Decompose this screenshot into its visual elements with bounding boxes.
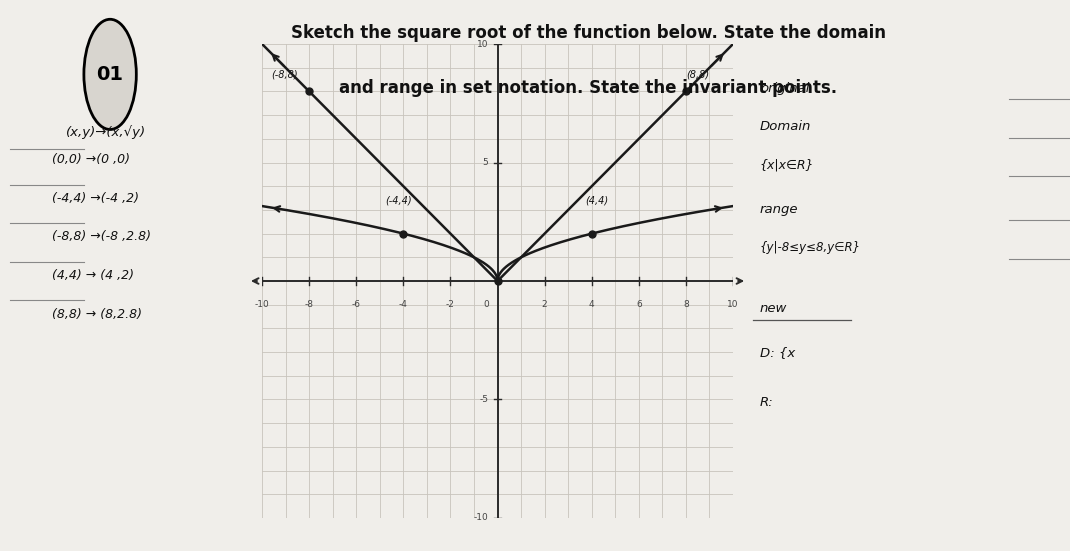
Text: -10: -10 [473,514,488,522]
Text: (0,0) →(0 ,0): (0,0) →(0 ,0) [52,153,131,166]
Text: 4: 4 [588,300,595,309]
Text: (-4,4) →(-4 ,2): (-4,4) →(-4 ,2) [52,192,139,205]
Text: 5: 5 [483,158,488,167]
Text: 10: 10 [728,300,738,309]
Text: (4,4): (4,4) [585,195,608,205]
Circle shape [83,19,136,129]
Text: -2: -2 [446,300,455,309]
Text: new: new [760,302,788,315]
Text: 0: 0 [483,300,489,309]
Text: R:: R: [760,396,774,409]
Text: 2: 2 [541,300,548,309]
Text: Domain: Domain [760,120,811,133]
Text: Sketch the square root of the function below. State the domain: Sketch the square root of the function b… [291,24,886,42]
Text: -10: -10 [255,300,270,309]
Text: -4: -4 [399,300,408,309]
Text: -8: -8 [305,300,314,309]
Text: (-4,4): (-4,4) [385,195,412,205]
Text: range: range [760,203,798,216]
Text: original: original [760,82,809,95]
Text: and range in set notation. State the invariant points.: and range in set notation. State the inv… [339,79,838,97]
Text: -6: -6 [352,300,361,309]
Text: D: {x: D: {x [760,346,795,359]
Text: (-8,8): (-8,8) [271,69,297,79]
Text: (8,8): (8,8) [686,69,709,79]
Text: {x|x∈R}: {x|x∈R} [760,159,814,172]
Text: 10: 10 [476,40,488,48]
Text: -5: -5 [479,395,488,404]
Text: 8: 8 [683,300,689,309]
Text: 6: 6 [636,300,642,309]
Text: 01: 01 [96,65,124,84]
Text: (4,4) → (4 ,2): (4,4) → (4 ,2) [52,269,135,282]
Text: (8,8) → (8,2.8): (8,8) → (8,2.8) [52,307,142,321]
Text: (-8,8) →(-8 ,2.8): (-8,8) →(-8 ,2.8) [52,230,152,244]
Text: (x,y)→(x,√y): (x,y)→(x,√y) [65,126,146,139]
Text: {y|-8≤y≤8,y∈R}: {y|-8≤y≤8,y∈R} [760,241,861,255]
